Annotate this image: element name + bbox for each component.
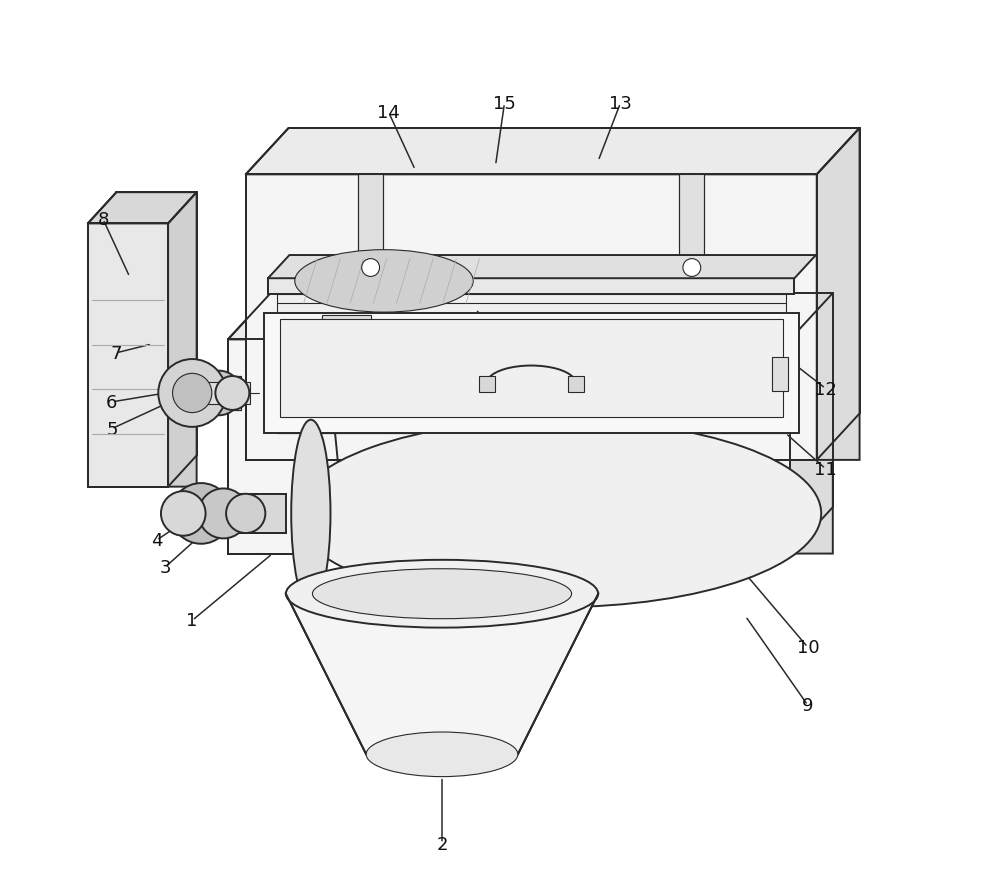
Text: 6: 6: [106, 393, 118, 411]
Circle shape: [158, 359, 226, 427]
Polygon shape: [88, 224, 168, 487]
Polygon shape: [228, 294, 833, 340]
Circle shape: [215, 376, 249, 410]
Text: 13: 13: [609, 95, 632, 113]
Polygon shape: [817, 129, 860, 460]
Bar: [772, 358, 788, 392]
Text: 15: 15: [493, 95, 516, 113]
Ellipse shape: [286, 561, 598, 628]
Text: 1: 1: [186, 611, 198, 629]
Text: 8: 8: [97, 211, 109, 229]
Text: 11: 11: [814, 460, 837, 478]
Bar: [679, 175, 704, 279]
Ellipse shape: [295, 420, 821, 607]
Polygon shape: [246, 129, 860, 175]
Bar: [268, 279, 794, 295]
Text: 5: 5: [106, 420, 118, 438]
Text: 10: 10: [797, 638, 819, 656]
Text: 9: 9: [802, 696, 814, 714]
Polygon shape: [228, 340, 790, 554]
Text: 7: 7: [111, 344, 122, 362]
Ellipse shape: [366, 732, 518, 777]
Bar: [280, 319, 783, 417]
Text: 2: 2: [436, 835, 448, 853]
Circle shape: [197, 371, 241, 416]
Bar: [264, 313, 799, 434]
Polygon shape: [246, 175, 817, 460]
Bar: [479, 376, 495, 392]
Text: 14: 14: [377, 104, 400, 122]
Bar: [568, 376, 584, 392]
Bar: [277, 295, 786, 434]
Bar: [358, 175, 383, 279]
Circle shape: [171, 484, 231, 544]
Polygon shape: [286, 594, 598, 755]
Bar: [322, 316, 371, 338]
Polygon shape: [88, 193, 197, 224]
Circle shape: [683, 259, 701, 277]
Circle shape: [226, 494, 265, 534]
Circle shape: [362, 259, 380, 277]
Text: 3: 3: [160, 559, 171, 577]
Bar: [206, 383, 250, 404]
Ellipse shape: [295, 250, 473, 313]
Circle shape: [173, 374, 212, 413]
Ellipse shape: [312, 569, 572, 619]
Bar: [188, 494, 286, 534]
Circle shape: [198, 489, 248, 539]
Polygon shape: [268, 256, 816, 279]
Bar: [197, 376, 241, 410]
Text: 4: 4: [151, 532, 162, 550]
Circle shape: [161, 492, 206, 536]
Text: 12: 12: [814, 380, 837, 398]
Ellipse shape: [291, 420, 330, 607]
Polygon shape: [790, 294, 833, 554]
Polygon shape: [168, 193, 197, 487]
